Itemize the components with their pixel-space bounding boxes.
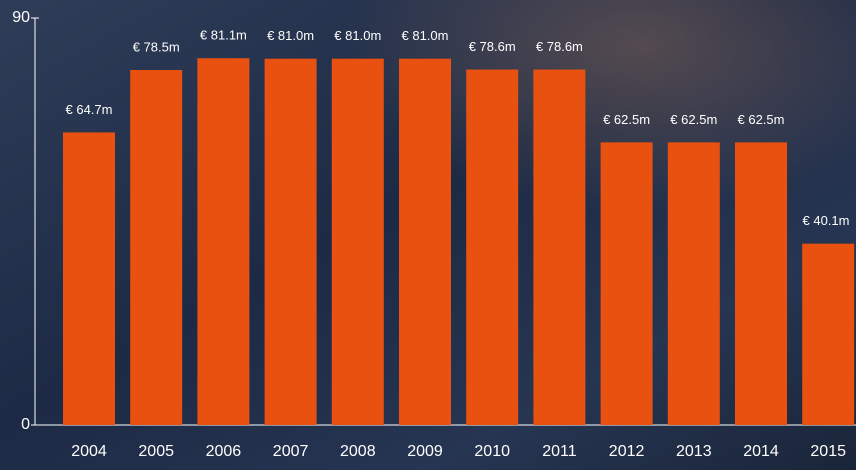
- bar: [667, 142, 720, 425]
- value-label: € 78.6m: [469, 39, 516, 54]
- bar: [399, 58, 451, 425]
- value-label: € 81.1m: [200, 28, 247, 43]
- x-tick-label: 2013: [676, 443, 712, 460]
- value-label: € 62.5m: [738, 112, 785, 127]
- bar: [735, 142, 787, 425]
- bar: [331, 58, 384, 425]
- x-tick-label: 2015: [810, 443, 846, 460]
- value-label: € 81.0m: [267, 28, 314, 43]
- x-tick-label: 2014: [743, 443, 779, 460]
- x-tick-label: 2006: [206, 443, 242, 460]
- bar: [533, 69, 586, 425]
- x-tick-label: 2011: [542, 443, 577, 460]
- bar: [197, 58, 250, 426]
- bar: [264, 58, 317, 425]
- bar: [600, 142, 653, 425]
- y-tick-label: 0: [21, 416, 30, 433]
- value-label: € 78.6m: [536, 39, 583, 54]
- bar: [466, 69, 519, 425]
- x-tick-label: 2007: [273, 443, 309, 460]
- y-tick-label: 90: [12, 9, 30, 26]
- x-tick-label: 2004: [71, 443, 107, 460]
- value-label: € 40.1m: [803, 213, 850, 228]
- value-label: € 62.5m: [603, 112, 650, 127]
- bar: [802, 243, 855, 425]
- x-tick-label: 2010: [474, 443, 510, 460]
- value-label: € 62.5m: [670, 112, 717, 127]
- x-tick-label: 2012: [609, 443, 645, 460]
- value-label: € 81.0m: [334, 28, 381, 43]
- x-tick-label: 2009: [407, 443, 443, 460]
- bar: [130, 70, 183, 425]
- value-label: € 64.7m: [66, 102, 113, 117]
- value-label: € 78.5m: [133, 39, 180, 54]
- x-tick-label: 2005: [138, 443, 174, 460]
- bar: [63, 132, 115, 425]
- value-label: € 81.0m: [402, 28, 449, 43]
- x-tick-label: 2008: [340, 443, 376, 460]
